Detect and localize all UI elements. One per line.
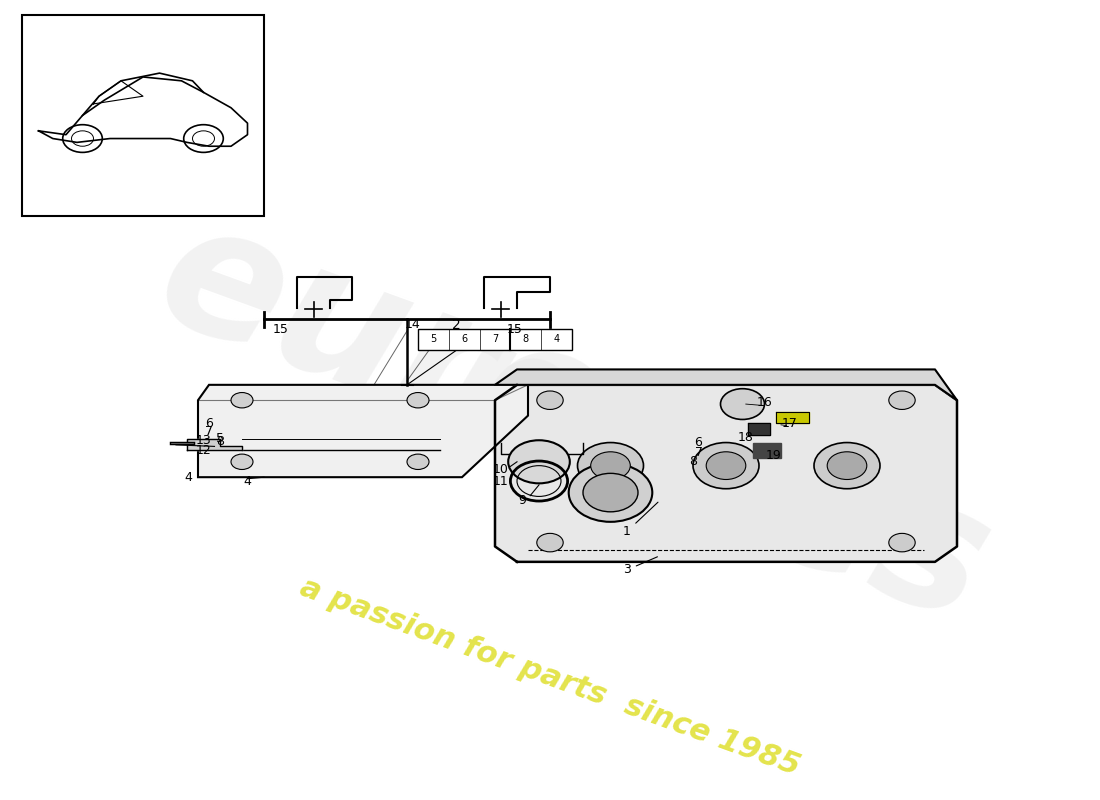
Circle shape (706, 452, 746, 479)
Circle shape (578, 442, 644, 489)
Text: 3: 3 (623, 557, 658, 576)
Polygon shape (776, 412, 808, 423)
Circle shape (407, 393, 429, 408)
Text: 13: 13 (196, 434, 211, 446)
Text: 11: 11 (493, 474, 508, 487)
Text: 17: 17 (782, 417, 797, 430)
Text: 5: 5 (430, 334, 437, 345)
Text: 15: 15 (507, 323, 522, 336)
Text: 18: 18 (738, 430, 754, 444)
Circle shape (889, 534, 915, 552)
Circle shape (508, 440, 570, 483)
Text: 16: 16 (757, 396, 772, 409)
Text: 6: 6 (461, 334, 468, 345)
Circle shape (591, 452, 630, 479)
Circle shape (827, 452, 867, 479)
Bar (22, 15, 264, 215)
Circle shape (231, 454, 253, 470)
Polygon shape (495, 370, 957, 400)
Text: 6: 6 (694, 436, 703, 449)
Text: 7: 7 (205, 425, 213, 438)
Polygon shape (495, 385, 957, 562)
Text: pares: pares (417, 297, 1013, 658)
Text: 2: 2 (452, 318, 461, 333)
Text: 8: 8 (689, 455, 697, 468)
Polygon shape (754, 442, 781, 458)
Text: 5: 5 (216, 432, 224, 446)
Polygon shape (198, 385, 528, 477)
Text: euro: euro (138, 184, 632, 508)
Text: 1: 1 (623, 502, 658, 538)
Text: 7: 7 (694, 446, 703, 459)
Text: 4: 4 (553, 334, 560, 345)
Circle shape (889, 391, 915, 410)
Circle shape (720, 389, 764, 419)
Text: 4: 4 (185, 470, 192, 484)
Text: 12: 12 (196, 444, 211, 457)
Circle shape (537, 534, 563, 552)
Text: 19: 19 (766, 449, 781, 462)
Circle shape (693, 442, 759, 489)
Circle shape (231, 393, 253, 408)
Text: 4: 4 (243, 474, 252, 487)
Polygon shape (748, 423, 770, 435)
Text: 8: 8 (216, 434, 224, 447)
Circle shape (569, 463, 652, 522)
Text: 7: 7 (492, 334, 498, 345)
Text: a passion for parts  since 1985: a passion for parts since 1985 (296, 573, 804, 782)
Circle shape (407, 454, 429, 470)
Text: 15: 15 (273, 323, 288, 336)
Circle shape (583, 474, 638, 512)
Text: 10: 10 (493, 463, 508, 476)
Polygon shape (187, 438, 242, 450)
Bar (418, 329, 572, 350)
Text: 6: 6 (205, 417, 213, 430)
Circle shape (814, 442, 880, 489)
Text: 8: 8 (522, 334, 529, 345)
Text: 9: 9 (518, 494, 527, 506)
Text: 14: 14 (405, 318, 420, 331)
Circle shape (537, 391, 563, 410)
